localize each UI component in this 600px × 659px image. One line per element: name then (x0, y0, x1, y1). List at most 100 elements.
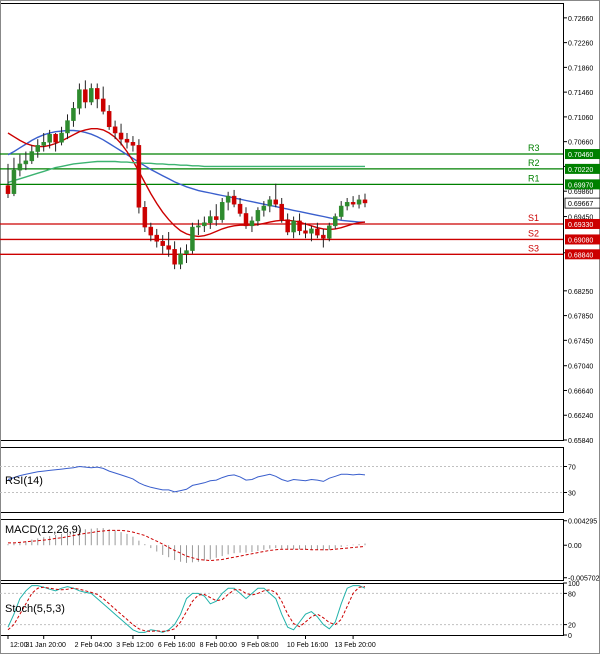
candle-body (315, 228, 320, 236)
candle-body (35, 145, 40, 152)
candle-body (190, 226, 195, 251)
xtick-label: 10 Feb 16:00 (287, 642, 328, 649)
level-price-label: 0.69080 (568, 237, 593, 244)
stoch-ytick-label: 80 (568, 591, 576, 598)
candle-body (112, 126, 118, 134)
candle-body (309, 228, 314, 234)
level-price-label: 0.69330 (568, 222, 593, 229)
level-price-tag (565, 149, 600, 160)
candle-body (95, 88, 100, 100)
price-ytick-label: 0.67040 (568, 364, 593, 371)
candle-body (350, 202, 356, 205)
xtick-label: 31 Jan 20:00 (25, 642, 66, 649)
level-name-s2: S2 (528, 228, 539, 238)
candle-body (47, 133, 52, 143)
candle-body (124, 138, 130, 143)
price-ytick-label: 0.65840 (568, 438, 593, 445)
candle-body (118, 132, 124, 140)
candle-body (65, 120, 70, 134)
xtick-label: 3 Feb 12:00 (116, 642, 153, 649)
candle-body (243, 213, 249, 227)
candle-body (327, 225, 332, 239)
xtick-label: 2 Feb 04:00 (75, 642, 112, 649)
candle-body (219, 202, 225, 220)
level-price-tag (565, 163, 600, 174)
stoch-title: Stoch(5,5,3) (5, 603, 65, 615)
rsi-ytick-label: 30 (568, 491, 576, 498)
price-ytick-label: 0.67450 (568, 338, 593, 345)
panel-frame-macd (0, 519, 564, 581)
candle-body (208, 216, 213, 223)
rsi-title: RSI(14) (5, 475, 43, 487)
level-name-s3: S3 (528, 243, 539, 253)
candle-body (130, 142, 136, 146)
current-price-tag (564, 197, 600, 209)
level-price-label: 0.70460 (568, 152, 593, 159)
candle-body (356, 199, 362, 205)
candle-body (17, 163, 23, 171)
candle-body (249, 220, 255, 227)
price-ytick-label: 0.66240 (568, 413, 593, 420)
candle-body (362, 199, 368, 204)
candle-body (261, 205, 267, 211)
candle-body (237, 203, 243, 214)
candle-body (23, 160, 29, 165)
candle-body (59, 132, 64, 143)
price-ytick-label: 0.71860 (568, 65, 593, 72)
candle-body (100, 98, 106, 112)
level-price-label: 0.68840 (568, 252, 593, 259)
price-ytick-label: 0.72660 (568, 16, 593, 23)
candle-body (231, 195, 237, 205)
candle-body (291, 220, 296, 233)
candle-body (160, 241, 165, 246)
candle-body (225, 195, 231, 203)
level-name-r2: R2 (528, 158, 540, 168)
level-price-tag (565, 179, 600, 190)
candle-body (83, 89, 88, 103)
level-name-r3: R3 (528, 143, 540, 153)
price-ytick-label: 0.70660 (568, 140, 593, 147)
price-ytick-label: 0.72260 (568, 41, 593, 48)
macd-ytick-label: 0.004295 (568, 519, 597, 526)
candle-body (77, 89, 82, 109)
level-price-tag (565, 249, 600, 260)
stoch-ytick-label: 0 (568, 633, 572, 640)
candle-body (267, 199, 273, 207)
candle-body (106, 111, 112, 128)
level-name-s1: S1 (528, 213, 539, 223)
candle-body (338, 205, 344, 217)
price-ytick-label: 0.67850 (568, 314, 593, 321)
candle-body (53, 133, 58, 143)
candle-body (279, 203, 284, 220)
candle-body (214, 216, 219, 220)
candle-body (29, 151, 35, 162)
price-ytick-label: 0.71460 (568, 90, 593, 97)
candle-body (41, 142, 46, 146)
xtick-label: 12:00 (10, 642, 28, 649)
macd-title: MACD(12,26,9) (5, 524, 81, 536)
candle-body (5, 185, 11, 194)
level-price-tag (565, 218, 600, 229)
stoch-k-line (7, 585, 366, 633)
candle-body (11, 169, 17, 194)
macd-ytick-label: 0.00 (568, 543, 582, 550)
current-price-label: 0.69667 (568, 201, 593, 208)
candle-body (321, 234, 326, 239)
level-price-tag (565, 234, 600, 245)
price-ytick-label: 0.66640 (568, 388, 593, 395)
xtick-label: 8 Feb 00:00 (200, 642, 237, 649)
candle-body (273, 199, 278, 205)
candle-body (154, 234, 159, 242)
price-ytick-label: 0.69860 (568, 189, 593, 196)
level-price-label: 0.69970 (568, 182, 593, 189)
candle-body (285, 219, 290, 233)
candle-body (303, 230, 308, 234)
candle-body (172, 249, 177, 265)
level-price-label: 0.70220 (568, 167, 593, 174)
candle-body (136, 145, 142, 208)
price-ytick-label: 0.71060 (568, 115, 593, 122)
rsi-ytick-label: 70 (568, 465, 576, 472)
stoch-ytick-label: 20 (568, 623, 576, 630)
candle-body (148, 226, 154, 236)
